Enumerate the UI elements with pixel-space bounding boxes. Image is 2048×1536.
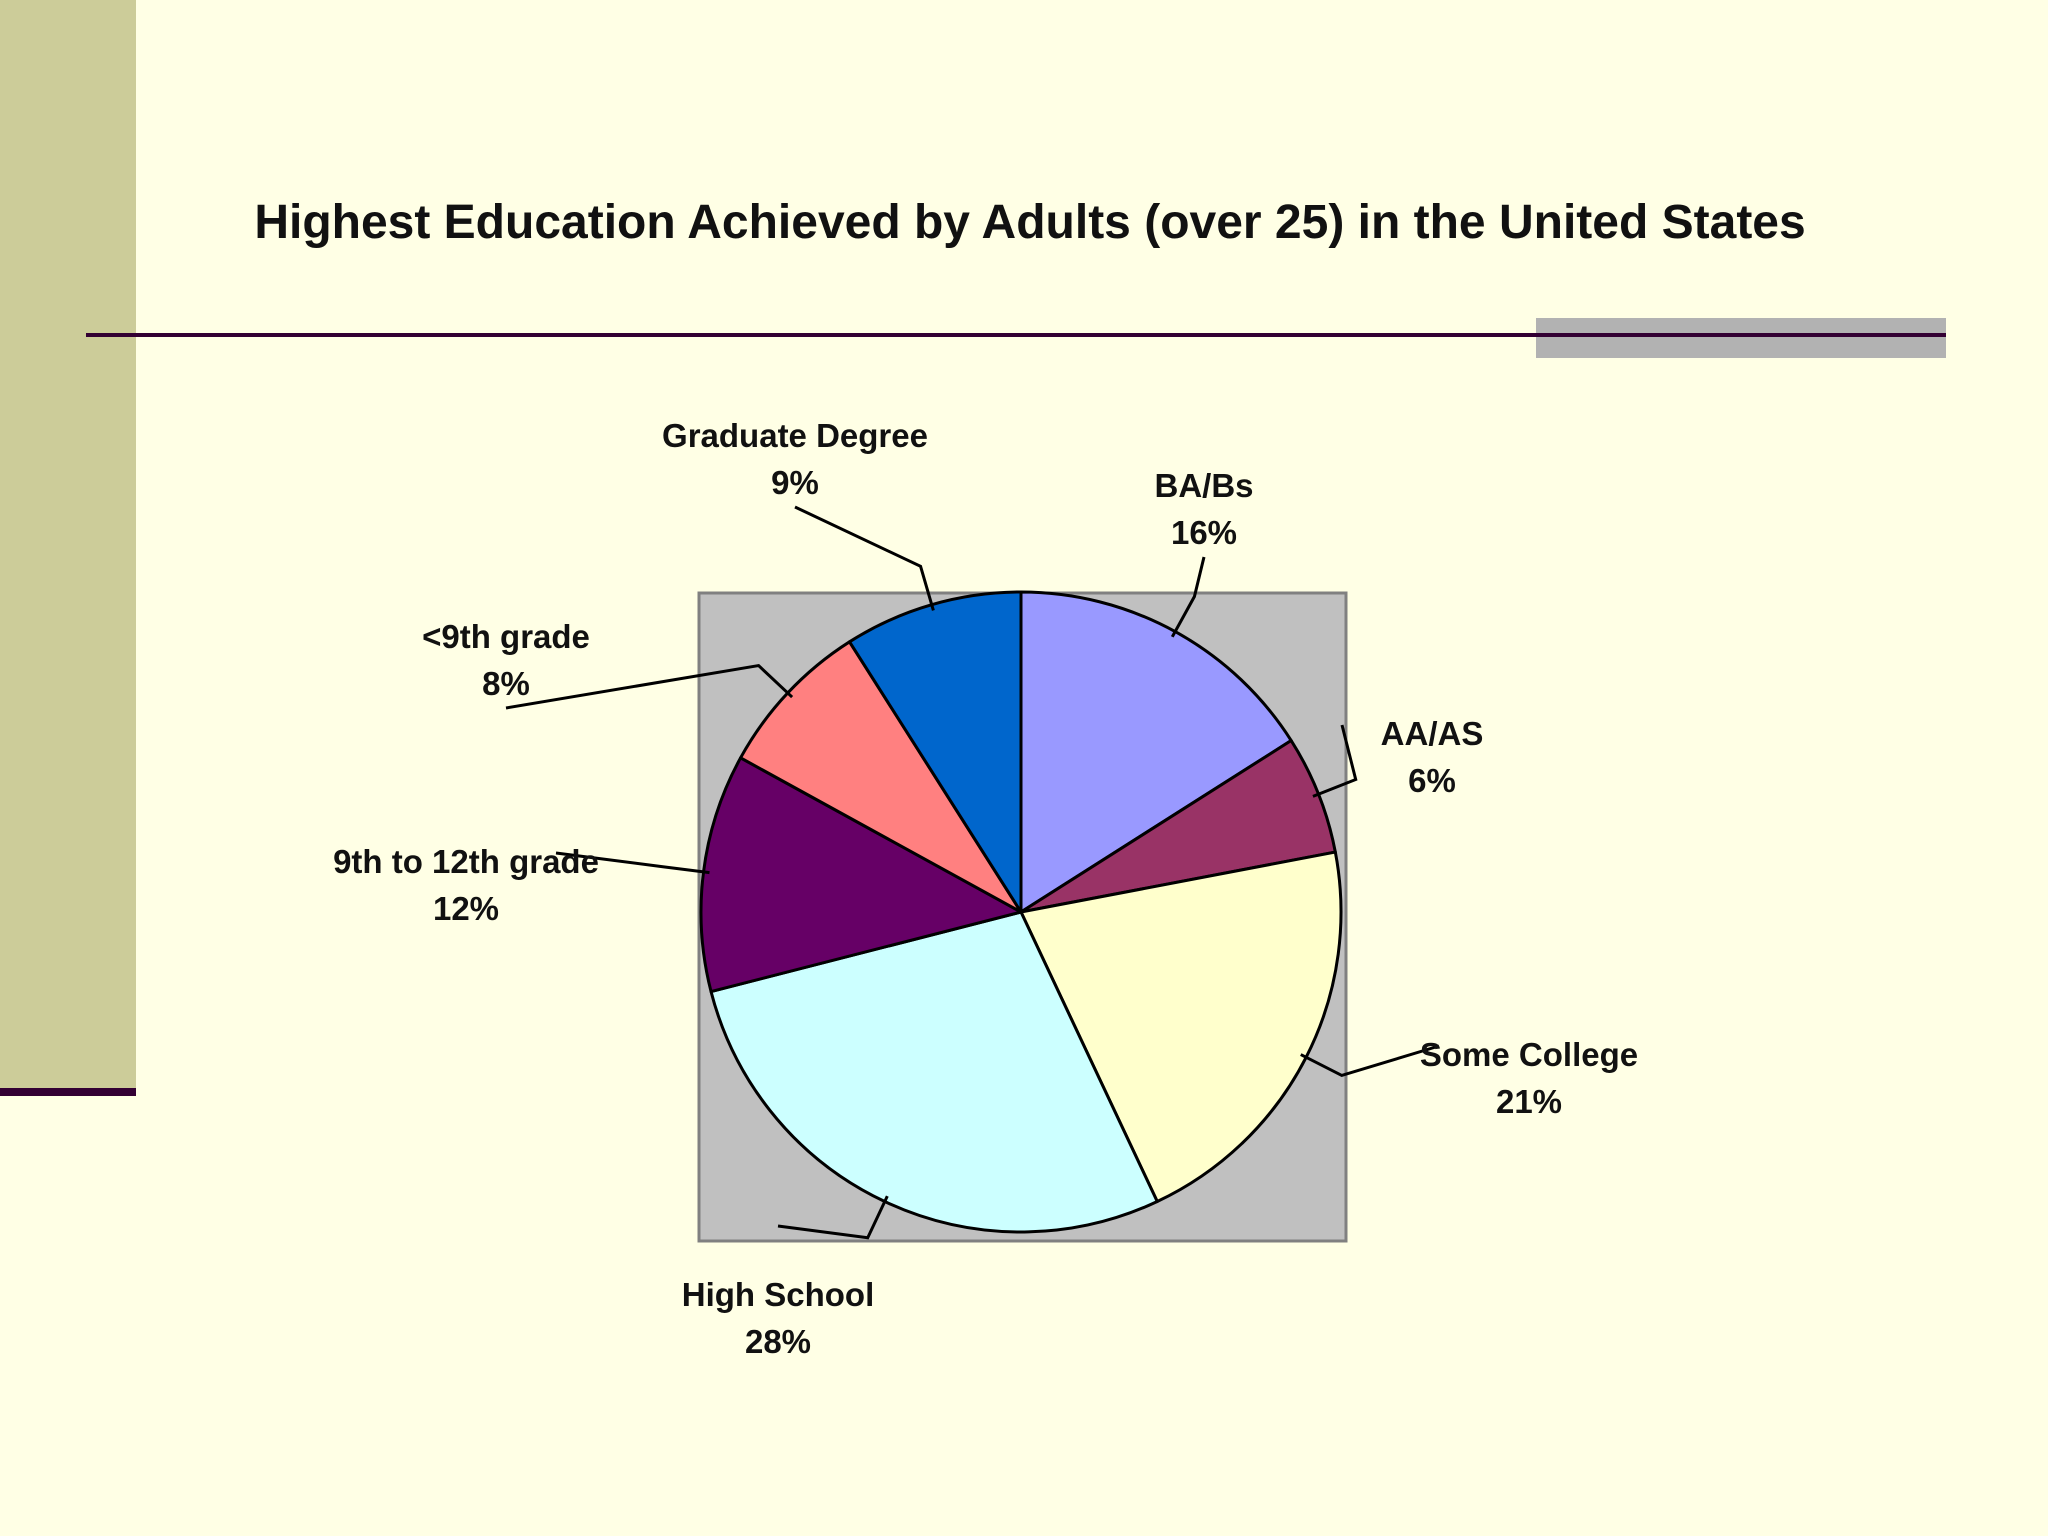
slice-label-name-high-school: High School [682, 1276, 875, 1313]
slice-label-value-some-college: 21% [1496, 1083, 1562, 1120]
leader-line-9th-grade [505, 663, 794, 710]
leader-line-graduate-degree [794, 505, 935, 611]
pie-slices [699, 590, 1343, 1234]
slice-label-value-9th-grade: 8% [482, 665, 530, 702]
leader-line-high-school [777, 1195, 889, 1240]
slice-label-value-graduate-degree: 9% [771, 464, 819, 501]
title-accent-block [1536, 318, 1946, 358]
leader-line-some-college [1300, 1044, 1440, 1078]
left-bar-underline [0, 1088, 136, 1096]
slice-label-name-graduate-degree: Graduate Degree [662, 417, 928, 454]
slice-label-name-ba-bs: BA/Bs [1154, 467, 1253, 504]
slice-label-name-some-college: Some College [1420, 1036, 1638, 1073]
leader-lines [505, 505, 1440, 1240]
slice-label-value-high-school: 28% [745, 1323, 811, 1360]
slice-label-name-9th-grade: <9th grade [422, 618, 590, 655]
slice-label-name-9th-to-12th-grade: 9th to 12th grade [333, 843, 599, 880]
leader-line-9th-to-12th-grade [555, 851, 710, 875]
slice-label-name-aa-as: AA/AS [1381, 715, 1484, 752]
leader-line-ba-bs [1170, 556, 1206, 638]
leader-line-aa-as [1312, 724, 1358, 798]
slice-label-value-aa-as: 6% [1408, 762, 1456, 799]
left-decorative-bar [0, 0, 136, 1088]
title-divider [86, 333, 1946, 337]
chart-title: Highest Education Achieved by Adults (ov… [254, 196, 1806, 249]
slice-label-value-9th-to-12th-grade: 12% [433, 890, 499, 927]
title-accent-line [1536, 333, 1946, 337]
slice-label-value-ba-bs: 16% [1171, 514, 1237, 551]
slice-labels: BA/Bs 16% AA/AS 6% Some College 21% High Schoo… [333, 417, 1638, 1360]
